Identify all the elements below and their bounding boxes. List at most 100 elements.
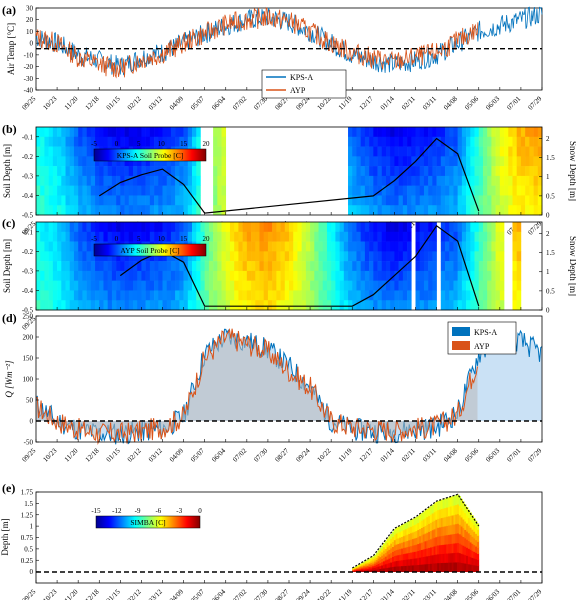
heat-cell [508, 205, 513, 216]
heat-cell [415, 517, 418, 525]
heat-cell [440, 146, 446, 157]
heat-cell [82, 280, 87, 291]
heat-cell [402, 205, 408, 216]
heat-cell [149, 166, 155, 177]
heat-cell [384, 556, 387, 561]
heat-cell [398, 270, 404, 281]
heat-cell [86, 136, 92, 147]
heat-cell [352, 569, 355, 571]
heat-cell [179, 300, 184, 311]
heat-cell [404, 541, 407, 548]
heat-cell [423, 146, 429, 157]
heat-cell [107, 222, 113, 233]
heat-cell [44, 241, 49, 252]
heat-cell [132, 261, 138, 272]
heat-cell [373, 290, 378, 301]
heat-cell [124, 261, 130, 272]
heat-cell [442, 535, 445, 545]
y-tick-label: -0.5 [22, 212, 34, 220]
heat-cell [413, 551, 416, 559]
heat-cell [388, 562, 391, 568]
heat-cell [470, 146, 475, 157]
heat-cell [363, 561, 366, 564]
heat-cell [137, 166, 142, 177]
heat-cell [491, 166, 496, 177]
heat-cell [397, 554, 400, 561]
heat-cell [326, 290, 332, 301]
heat-cell [166, 136, 172, 147]
heat-cell [141, 175, 146, 186]
heat-cell [272, 222, 277, 233]
heat-cell [512, 166, 517, 177]
heat-cell [428, 146, 433, 157]
heat-cell [449, 300, 454, 311]
heat-cell [410, 545, 413, 553]
heat-cell [267, 270, 273, 281]
heat-cell [69, 136, 75, 147]
heat-cell [305, 280, 311, 291]
heat-cell [183, 290, 189, 301]
heat-cell [137, 127, 142, 138]
heat-cell [99, 290, 104, 301]
heat-cell [120, 300, 125, 311]
heat-cell [65, 136, 71, 147]
heat-cell [419, 205, 425, 216]
heat-cell [57, 261, 62, 272]
heat-cell [141, 205, 146, 216]
heat-cell [533, 175, 539, 186]
heat-cell [453, 127, 458, 138]
heat-cell [440, 562, 444, 573]
heat-cell [276, 261, 281, 272]
heat-cell [158, 290, 163, 301]
heat-cell [132, 185, 138, 196]
heat-cell [107, 166, 113, 177]
heat-cell [276, 280, 281, 291]
heat-cell [57, 251, 62, 262]
heat-cell [442, 499, 445, 509]
heat-cell [61, 222, 66, 233]
heat-cell [73, 127, 79, 138]
heat-cell [431, 538, 434, 547]
heat-cell [449, 515, 453, 526]
heat-cell [373, 156, 378, 167]
heat-cell [419, 535, 422, 544]
heat-cell [436, 205, 442, 216]
heat-cell [433, 537, 436, 547]
heat-cell [525, 166, 530, 177]
heat-cell [525, 175, 530, 186]
heat-cell [363, 564, 366, 566]
heat-cell [120, 156, 125, 167]
heat-cell [314, 261, 319, 272]
heat-cell [158, 261, 163, 272]
heat-cell [276, 290, 281, 301]
heat-cell [352, 568, 355, 570]
heat-cell [356, 290, 361, 301]
heat-cell [314, 280, 319, 291]
heat-cell [335, 222, 340, 233]
y-tick-label: 1.5 [24, 500, 33, 508]
heat-cell [379, 559, 382, 564]
heat-cell [453, 505, 456, 516]
heat-cell [40, 175, 45, 186]
heat-cell [520, 146, 526, 157]
heat-cell [170, 231, 176, 242]
heat-cell [238, 261, 243, 272]
x-tick-label: 10/23 [42, 446, 59, 463]
heat-cell [65, 146, 71, 157]
heat-cell [385, 280, 391, 291]
heat-cell [417, 557, 420, 566]
heat-cell [217, 146, 222, 157]
heat-cell [516, 261, 522, 272]
heat-cell [103, 136, 108, 147]
heat-cell [440, 222, 446, 233]
heat-cell [495, 280, 501, 291]
heat-cell [234, 270, 239, 281]
heat-cell [154, 290, 159, 301]
heat-cell [471, 557, 474, 565]
heat-cell [52, 136, 58, 147]
heat-cell [377, 205, 383, 216]
heat-cell [149, 185, 155, 196]
heat-cell [111, 270, 117, 281]
heat-cell [364, 231, 370, 242]
heat-cell [179, 127, 184, 138]
